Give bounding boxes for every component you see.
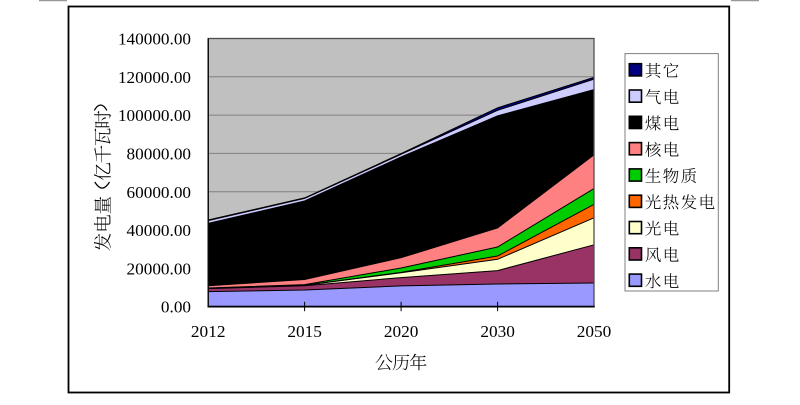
svg-text:2015: 2015 <box>287 322 322 341</box>
svg-text:140000.00: 140000.00 <box>118 30 191 49</box>
svg-text:20000.00: 20000.00 <box>127 259 191 278</box>
svg-text:120000.00: 120000.00 <box>118 68 191 87</box>
svg-text:100000.00: 100000.00 <box>118 106 191 125</box>
svg-text:2050: 2050 <box>577 322 612 341</box>
svg-text:80000.00: 80000.00 <box>127 145 191 164</box>
svg-text:0.00: 0.00 <box>161 298 191 317</box>
svg-text:40000.00: 40000.00 <box>127 221 191 240</box>
svg-text:2030: 2030 <box>480 322 515 341</box>
svg-text:2020: 2020 <box>384 322 419 341</box>
svg-text:60000.00: 60000.00 <box>127 183 191 202</box>
svg-text:2012: 2012 <box>191 322 226 341</box>
